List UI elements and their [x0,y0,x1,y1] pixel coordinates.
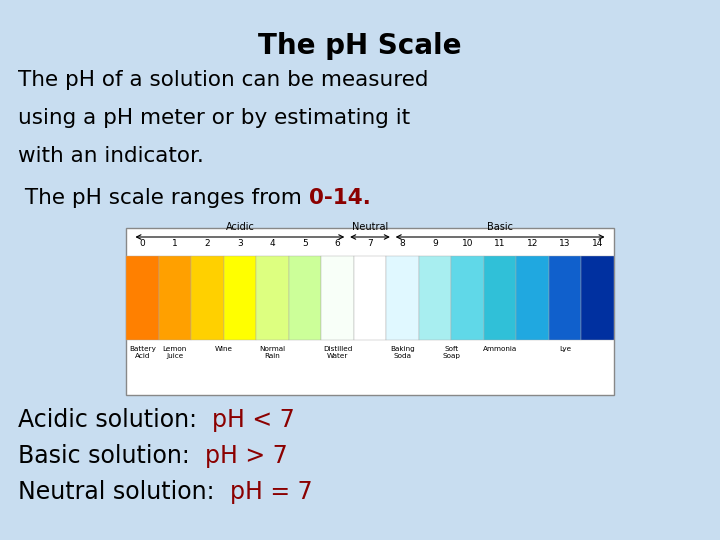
Text: Normal
Rain: Normal Rain [259,346,285,359]
Text: 13: 13 [559,239,571,248]
Bar [191,256,224,340]
Bar [256,256,289,340]
Bar [419,256,451,340]
Bar [158,256,191,340]
Bar [516,256,549,340]
Text: Neutral solution:: Neutral solution: [18,480,230,504]
Bar [451,256,484,340]
Text: The pH Scale: The pH Scale [258,32,462,60]
Bar [386,256,419,340]
Text: Soft
Soap: Soft Soap [442,346,460,359]
Bar [484,256,516,340]
Text: 12: 12 [527,239,539,248]
Text: 9: 9 [432,239,438,248]
Text: pH < 7: pH < 7 [212,408,294,432]
Text: 10: 10 [462,239,473,248]
Text: Basic solution:: Basic solution: [18,444,204,468]
Text: Distilled
Water: Distilled Water [323,346,352,359]
Text: using a pH meter or by estimating it: using a pH meter or by estimating it [18,108,410,128]
Bar [126,228,614,395]
Bar [289,256,321,340]
Text: 5: 5 [302,239,308,248]
Text: Ammonia: Ammonia [483,346,517,352]
Text: 11: 11 [495,239,506,248]
Bar [126,256,158,340]
Text: Acidic: Acidic [225,222,254,232]
Text: Neutral: Neutral [352,222,388,232]
Text: The pH scale ranges from: The pH scale ranges from [18,188,309,208]
Text: Basic: Basic [487,222,513,232]
Text: 0: 0 [140,239,145,248]
Bar [582,256,614,340]
Bar [354,256,386,340]
Text: Baking
Soda: Baking Soda [390,346,415,359]
Text: 8: 8 [400,239,405,248]
Text: with an indicator.: with an indicator. [18,146,204,166]
Text: Lemon
Juice: Lemon Juice [163,346,187,359]
Text: 6: 6 [335,239,341,248]
Text: pH > 7: pH > 7 [204,444,287,468]
Bar [224,256,256,340]
Text: 1: 1 [172,239,178,248]
Text: 14: 14 [592,239,603,248]
Text: 7: 7 [367,239,373,248]
Text: 0-14.: 0-14. [309,188,371,208]
Bar [321,256,354,340]
Text: Acidic solution:: Acidic solution: [18,408,212,432]
Text: 4: 4 [269,239,275,248]
Text: Wine: Wine [215,346,233,352]
Text: The pH of a solution can be measured: The pH of a solution can be measured [18,70,428,90]
Bar [549,256,582,340]
Text: Battery
Acid: Battery Acid [129,346,156,359]
Text: pH = 7: pH = 7 [230,480,312,504]
Text: 2: 2 [204,239,210,248]
Text: Lye: Lye [559,346,571,352]
Text: 3: 3 [237,239,243,248]
